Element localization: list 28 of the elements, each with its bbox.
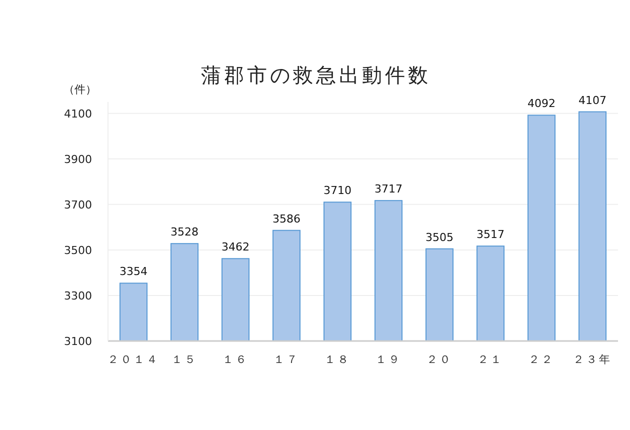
data-label: 3505	[426, 230, 454, 244]
y-tick-label: 3900	[64, 152, 92, 166]
x-tick-label: １７	[274, 353, 300, 366]
data-label: 4107	[578, 94, 606, 107]
x-tick-label: ２０	[426, 353, 452, 366]
x-tick-label: ２１	[478, 353, 504, 366]
data-label: 3528	[170, 226, 198, 239]
x-tick-label: ２０１４	[108, 353, 160, 366]
y-tick-label: 4100	[64, 107, 92, 120]
data-label: 3710	[324, 184, 352, 198]
data-label: 3462	[222, 240, 250, 254]
data-label: 3517	[476, 228, 504, 242]
y-tick-label: 3500	[64, 244, 92, 257]
x-tick-label: １９	[376, 353, 402, 366]
x-tick-label: １８	[324, 353, 350, 366]
data-label: 3586	[272, 212, 300, 226]
x-tick-label: １５	[172, 353, 198, 366]
y-axis-title: （件）	[64, 83, 96, 96]
data-label: 4092	[528, 97, 556, 110]
data-label: 3717	[374, 182, 402, 196]
y-tick-label: 3700	[64, 198, 92, 212]
x-tick-label: １６	[222, 353, 248, 366]
x-tick-label: ２３年	[573, 353, 612, 366]
data-label: 3354	[120, 265, 148, 278]
x-tick-label: ２２	[528, 353, 554, 366]
y-tick-label: 3100	[64, 335, 92, 348]
y-tick-label: 3300	[64, 289, 92, 302]
chart-title: 蒲郡市の救急出動件数	[201, 63, 431, 87]
